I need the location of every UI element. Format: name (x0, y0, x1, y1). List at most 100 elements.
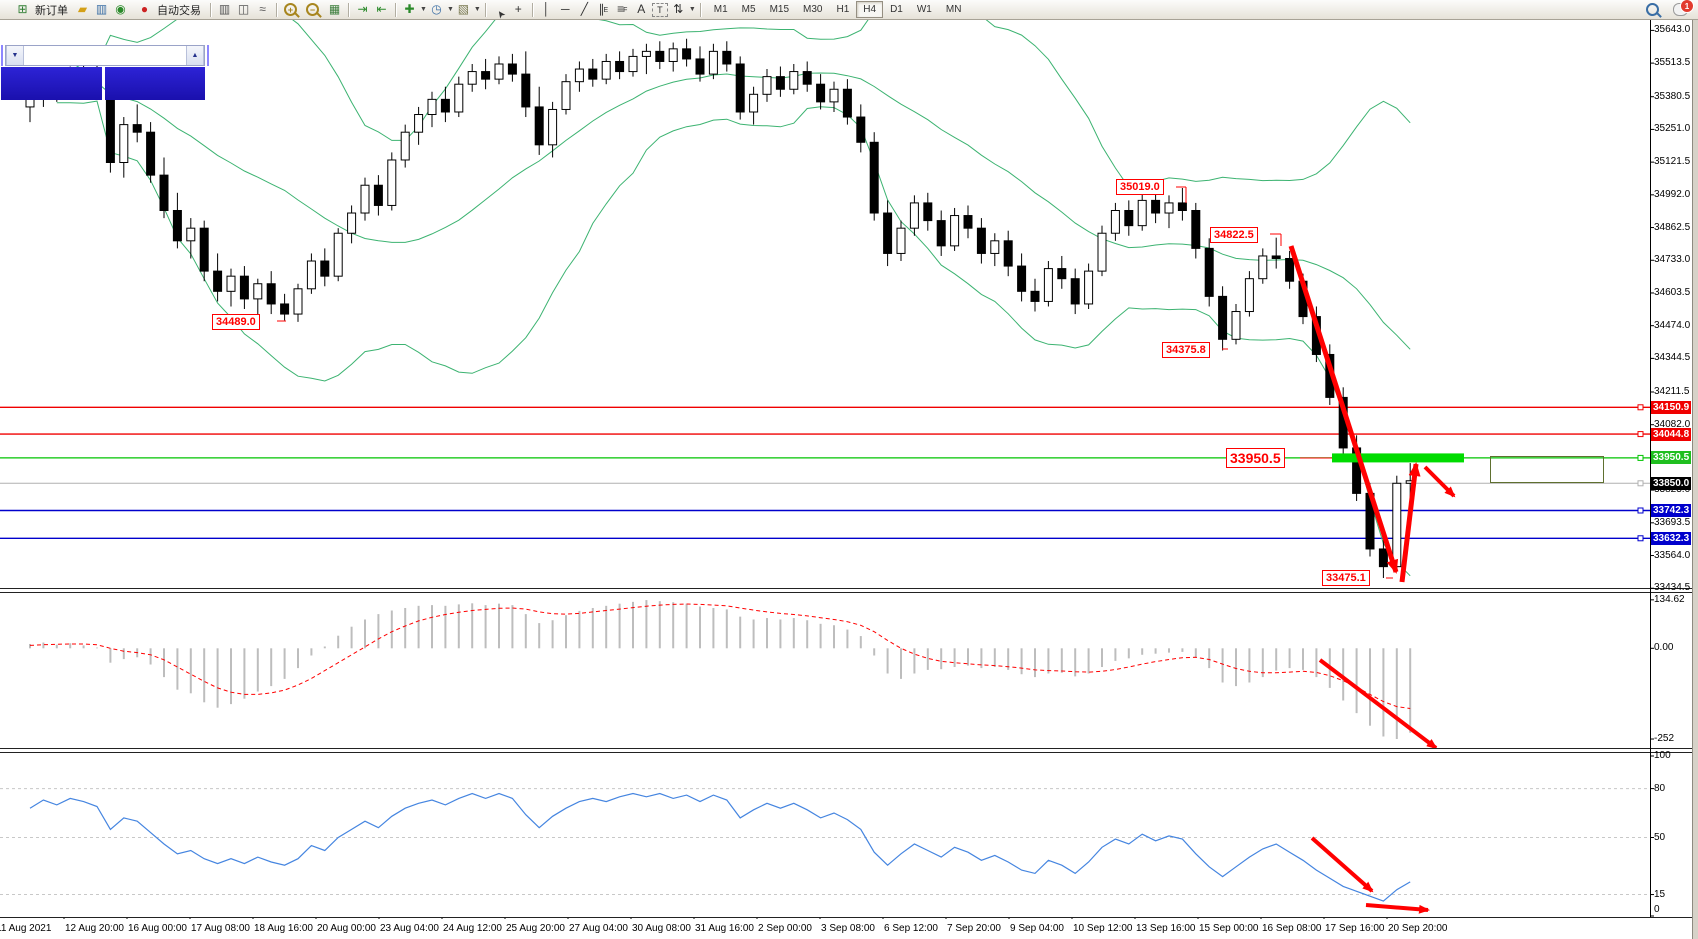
trend-arrow[interactable] (1318, 658, 1438, 748)
time-axis[interactable]: 11 Aug 2021 12 Aug 20:00 16 Aug 00:00 17 Au… (0, 919, 1698, 939)
periods-icon[interactable]: ◷ (431, 2, 442, 16)
time-tick: 31 Aug 16:00 (695, 923, 754, 934)
candlestick-chart-icon[interactable]: ◫ (237, 2, 250, 16)
cursor-icon[interactable]: ➤ (494, 6, 509, 20)
tile-windows-icon[interactable]: ▦ (328, 2, 341, 16)
timeframe-mn[interactable]: MN (945, 4, 962, 15)
time-tick: 10 Sep 12:00 (1073, 923, 1133, 934)
price-tick: 35643.0 (1654, 24, 1691, 35)
toolbar-separator (348, 2, 349, 17)
channel-icon[interactable]: ∥ E (598, 2, 609, 16)
timeframe-m15[interactable]: M15 (769, 4, 790, 15)
toolbar: ⊞ 新订单 ▰ ▥ ◉ ● 自动交易 ▥ ◫ ≈ + − ▦ ⇥ ⇤ ✚ ▼ ◷ ▼ ▧ ▼ ➤ + │ ─ ╱ ∥ E ≡ F A T ⇅ ▼ M… (0, 0, 1698, 20)
trendline-icon[interactable]: ╱ (580, 2, 588, 16)
price-annotation[interactable]: 34375.8 (1162, 342, 1210, 358)
price-badge: 33950.5 (1651, 451, 1692, 464)
price-annotation[interactable]: 34489.0 (212, 314, 260, 330)
trend-arrow[interactable] (1365, 903, 1430, 914)
auto-scroll-icon[interactable]: ⇥ (357, 2, 368, 16)
autotrading-button[interactable]: ● 自动交易 (130, 1, 206, 19)
price-axis[interactable]: 35643.0 35513.5 35380.5 35251.0 35121.5 34992… (1651, 0, 1692, 939)
market-depth-icon[interactable]: ▥ (95, 2, 108, 16)
price-tick: 34344.5 (1654, 352, 1691, 363)
one-click-trade-panel: ▼ ▲ (1, 45, 209, 100)
templates-icon-caret[interactable]: ▼ (473, 6, 481, 13)
macd-signal-line (29, 603, 1411, 709)
price-annotation[interactable]: 34822.5 (1210, 227, 1258, 243)
price-annotation[interactable]: 33475.1 (1322, 570, 1370, 586)
time-tick: 20 Sep 20:00 (1388, 923, 1448, 934)
time-tick: 13 Sep 16:00 (1136, 923, 1196, 934)
trend-arrow[interactable] (1310, 836, 1374, 893)
timeframe-m30[interactable]: M30 (803, 4, 823, 15)
level-line-handle[interactable] (1637, 480, 1644, 487)
buy-button[interactable] (207, 45, 209, 66)
rsi-tick: 100 (1654, 750, 1671, 761)
search-icon[interactable] (1646, 3, 1659, 16)
time-tick: 25 Aug 20:00 (506, 923, 565, 934)
price-tick: 35380.5 (1654, 91, 1691, 102)
text-icon[interactable]: A (637, 2, 646, 16)
volume-decrease-button[interactable]: ▼ (6, 46, 24, 65)
crosshair-icon[interactable]: + (514, 2, 522, 16)
level-line-handle[interactable] (1637, 431, 1644, 438)
level-line-handle[interactable] (1637, 404, 1644, 411)
signals-icon[interactable]: ◉ (115, 2, 126, 16)
horizontal-level-lines[interactable] (0, 404, 1650, 542)
timeframe-m5[interactable]: M5 (741, 4, 756, 15)
gold-bars-icon[interactable]: ▰ (77, 2, 88, 16)
price-badge: 34044.8 (1651, 428, 1692, 441)
trend-arrow[interactable] (1288, 245, 1399, 574)
sell-button[interactable] (1, 45, 3, 66)
level-line-handle[interactable] (1637, 507, 1644, 514)
line-chart-icon[interactable]: ≈ (259, 2, 266, 16)
chart-shift-icon[interactable]: ⇤ (376, 2, 387, 16)
toolbar-separator (484, 2, 486, 17)
periods-icon-caret[interactable]: ▼ (446, 6, 454, 13)
level-line-handle[interactable] (1637, 454, 1644, 461)
price-annotation[interactable]: 33950.5 (1226, 448, 1285, 468)
sell-price-button[interactable] (1, 67, 102, 100)
price-annotation[interactable]: 35019.0 (1116, 179, 1164, 195)
buy-price-button[interactable] (104, 67, 205, 100)
autotrading-button-label: 自动交易 (157, 4, 201, 17)
note-annotation[interactable] (1490, 456, 1604, 483)
zoom-in-icon[interactable]: + (284, 3, 297, 16)
timeframe-d1[interactable]: D1 (890, 4, 903, 15)
vertical-line-icon[interactable]: │ (542, 2, 551, 16)
arrows-icon[interactable]: ⇅ (673, 2, 684, 16)
time-tick: 23 Aug 04:00 (380, 923, 439, 934)
trend-arrow[interactable] (1399, 462, 1421, 583)
volume-increase-button[interactable]: ▲ (186, 46, 204, 65)
fibonacci-icon[interactable]: ≡ F (617, 2, 628, 16)
timeframe-h1[interactable]: H1 (836, 4, 850, 15)
bollinger-lower-band (56, 100, 1411, 577)
label-icon[interactable]: T (651, 2, 668, 17)
trend-arrow[interactable] (1423, 465, 1456, 498)
support-zone-rectangle[interactable] (1332, 453, 1464, 463)
timeframe-m1[interactable]: M1 (713, 4, 728, 15)
indicators-icon-caret[interactable]: ▼ (420, 6, 427, 13)
arrows-icon-caret[interactable]: ▼ (688, 6, 696, 13)
horizontal-line-icon[interactable]: ─ (561, 2, 570, 16)
bar-chart-icon[interactable]: ▥ (218, 2, 231, 16)
level-line-handle[interactable] (1637, 535, 1644, 542)
macd-tick: -252 (1654, 733, 1675, 744)
rsi-tick: 50 (1654, 832, 1666, 843)
time-tick: 18 Aug 16:00 (254, 923, 313, 934)
notifications-icon[interactable]: 1 (1673, 0, 1694, 16)
macd-pane (29, 600, 1438, 748)
indicators-icon[interactable]: ✚ (404, 2, 415, 16)
templates-icon[interactable]: ▧ (457, 2, 470, 16)
timeframe-h4[interactable]: H4 (856, 1, 884, 18)
new-order-button[interactable]: ⊞ 新订单 (8, 1, 73, 19)
rsi-tick: 80 (1654, 783, 1666, 794)
autotrading-button-icon: ● (140, 2, 149, 16)
toolbar-separator (395, 2, 396, 17)
toolbar-separator (531, 2, 533, 17)
new-order-button-label: 新订单 (35, 4, 68, 17)
volume-input[interactable] (24, 46, 186, 65)
timeframe-w1[interactable]: W1 (916, 4, 932, 15)
zoom-out-icon[interactable]: − (306, 3, 319, 16)
